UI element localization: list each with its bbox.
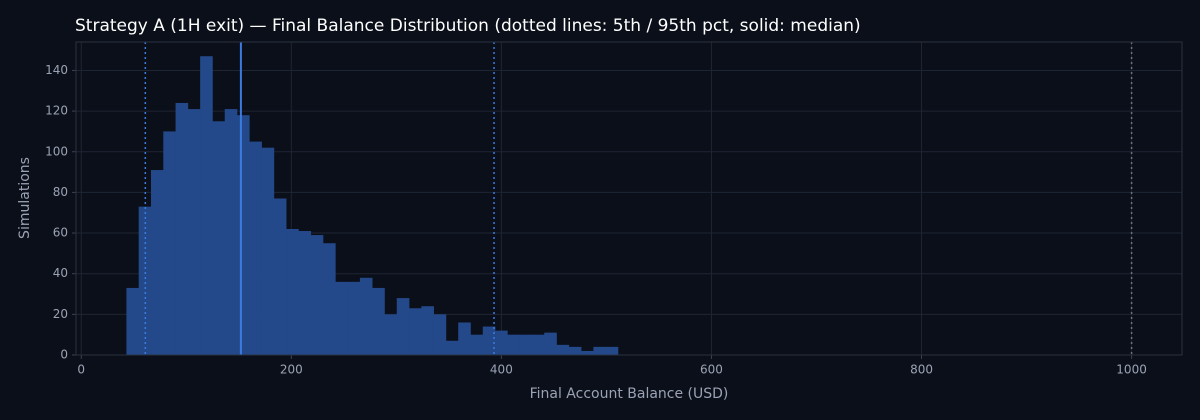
histogram-bar — [507, 334, 520, 355]
histogram-bar — [556, 344, 570, 355]
histogram-bar — [323, 243, 336, 355]
histogram-bar — [249, 141, 262, 355]
histogram-bar — [212, 121, 226, 355]
histogram-bar — [568, 346, 582, 355]
histogram-bar — [605, 346, 619, 355]
histogram-bar — [495, 330, 508, 355]
histogram-bar — [187, 109, 201, 355]
y-tick-label: 40 — [53, 266, 68, 280]
histogram-bar — [237, 115, 250, 356]
histogram-bar — [261, 147, 275, 355]
histogram-bar — [286, 228, 299, 355]
histogram-bar — [433, 314, 447, 355]
histogram-bar — [347, 281, 361, 355]
histogram-bar — [372, 287, 385, 355]
histogram-bar — [409, 308, 422, 355]
histogram-bar — [150, 170, 164, 355]
histogram-bar — [335, 281, 348, 355]
histogram-bar — [482, 326, 496, 355]
histogram-bar — [163, 131, 176, 355]
histogram-bar — [175, 102, 189, 355]
histogram-bar — [273, 198, 287, 355]
x-tick-label: 1000 — [1116, 363, 1147, 377]
x-tick-label: 200 — [280, 363, 303, 377]
histogram-bar — [384, 314, 398, 355]
histogram-bar — [200, 56, 213, 356]
x-tick-label: 800 — [910, 363, 933, 377]
y-tick-label: 20 — [53, 307, 68, 321]
histogram-bar — [593, 346, 606, 355]
y-tick-label: 140 — [45, 63, 68, 77]
histogram-bar — [310, 235, 324, 355]
histogram-bar — [359, 277, 373, 355]
histogram-bar — [470, 334, 484, 355]
histogram-bar — [445, 340, 459, 355]
x-tick-label: 600 — [700, 363, 723, 377]
histogram-bar — [519, 334, 533, 355]
histogram-bar — [458, 322, 471, 355]
histogram-bar — [298, 231, 312, 355]
histogram-bar — [138, 206, 152, 355]
histogram-bar — [224, 109, 238, 355]
chart-title: Strategy A (1H exit) — Final Balance Dis… — [75, 16, 861, 36]
y-tick-label: 120 — [45, 104, 68, 118]
histogram-bar — [126, 287, 140, 355]
x-tick-label: 0 — [77, 363, 85, 377]
histogram-bar — [581, 350, 594, 355]
plot-frame — [75, 41, 1183, 356]
x-axis-label: Final Account Balance (USD) — [530, 386, 729, 402]
x-tick-label: 400 — [490, 363, 513, 377]
y-tick-label: 60 — [53, 226, 68, 240]
histogram-bar — [544, 332, 557, 355]
y-tick-label: 100 — [45, 144, 68, 158]
y-tick-label: 0 — [60, 348, 68, 362]
histogram-bar — [396, 298, 410, 355]
histogram-bar — [531, 334, 545, 355]
y-axis-label: Simulations — [17, 157, 33, 239]
histogram-bar — [421, 306, 434, 355]
y-tick-label: 80 — [53, 185, 68, 199]
